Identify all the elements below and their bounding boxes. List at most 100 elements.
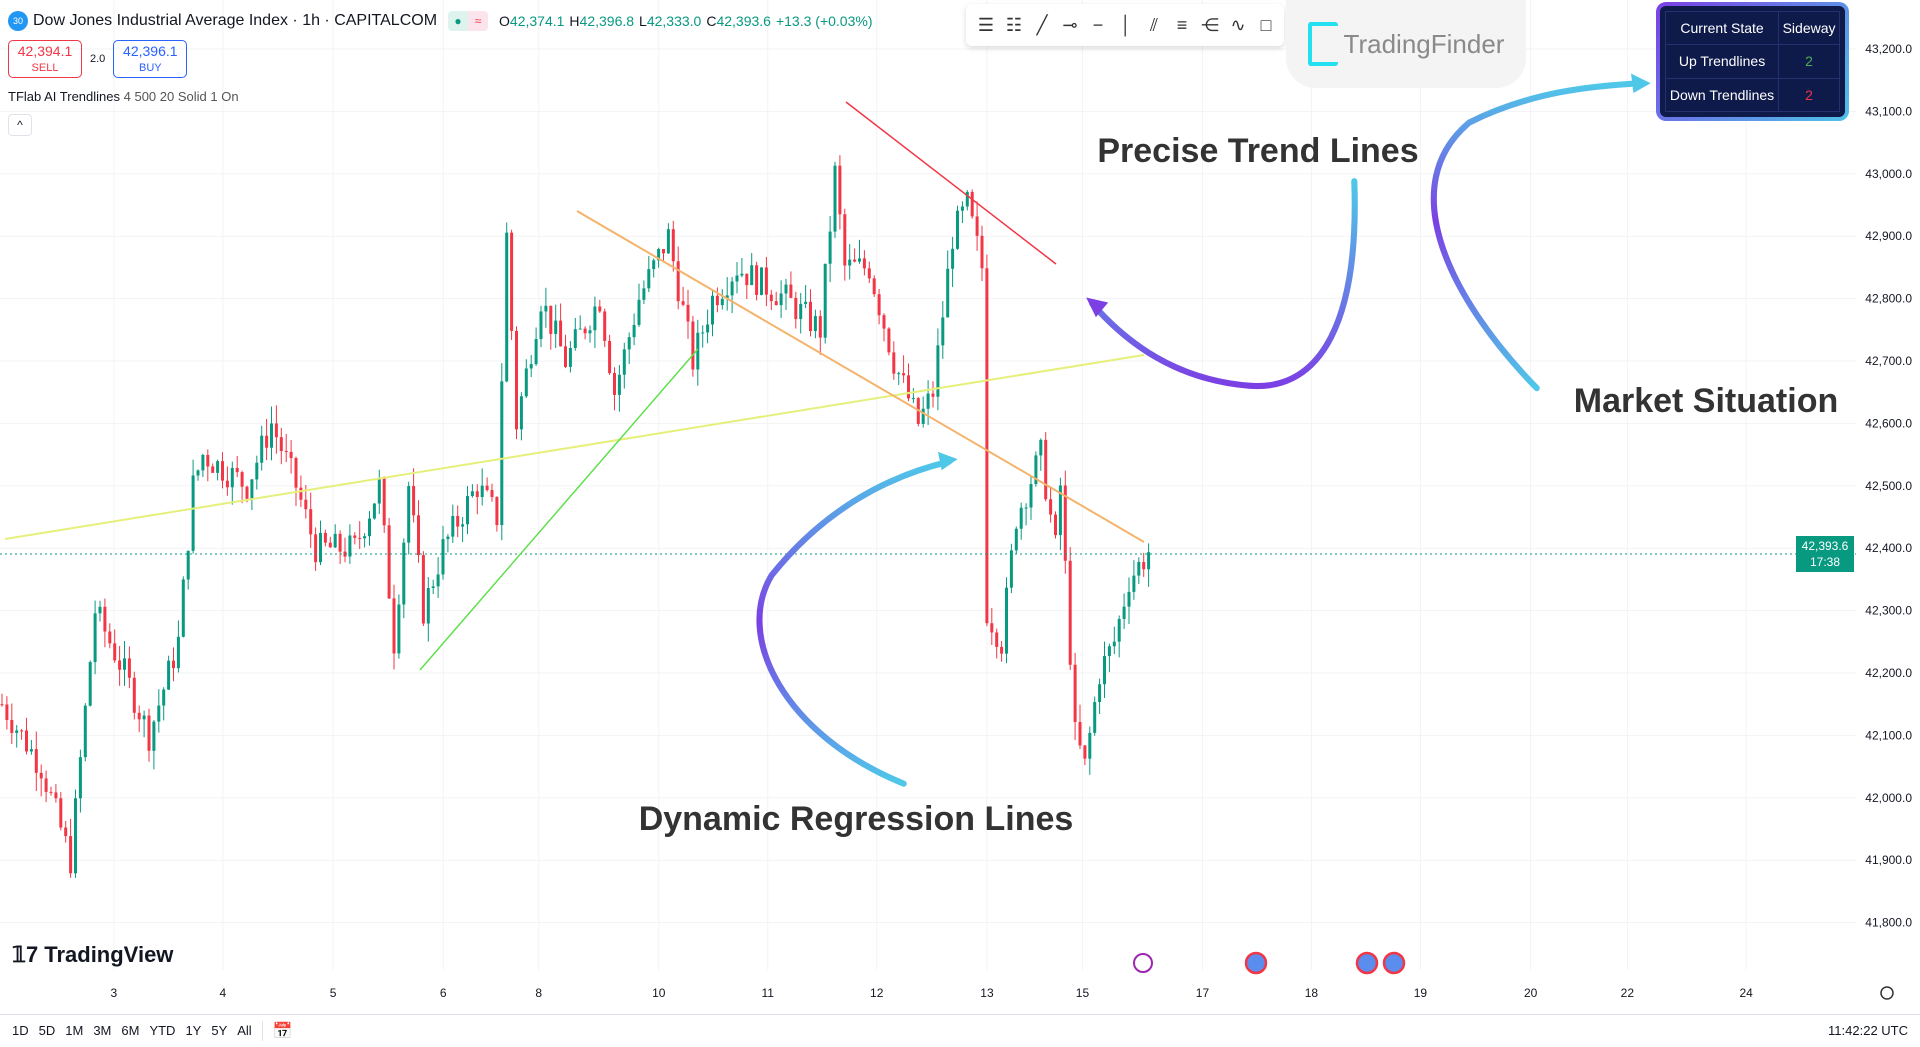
candle-body	[64, 827, 68, 837]
candle-body	[426, 588, 430, 624]
candle-body	[446, 536, 450, 540]
candle-body	[965, 191, 969, 207]
candle-body	[877, 294, 881, 316]
candle-body	[260, 435, 264, 463]
range-button-6m[interactable]: 6M	[121, 1023, 140, 1038]
horizontal-ray-icon[interactable]: ⊸	[1062, 14, 1078, 35]
candle-body	[892, 352, 896, 374]
candle-body	[951, 248, 955, 269]
candle-body	[740, 273, 744, 276]
chart-title[interactable]: Dow Jones Industrial Average Index · 1h …	[33, 12, 438, 29]
candle-body	[98, 606, 102, 614]
range-button-3m[interactable]: 3M	[93, 1023, 112, 1038]
candle-body	[715, 295, 719, 306]
candle-body	[25, 730, 28, 752]
settings-gear-icon[interactable]	[1880, 986, 1894, 1000]
candle-body	[1058, 485, 1062, 536]
candle-body	[691, 321, 695, 370]
candle-body	[230, 467, 234, 488]
time-axis: 3 4 5 6 8 10 11 12 13 15 17 18 19 20 22 24	[111, 986, 1754, 1000]
candle-body	[1019, 507, 1023, 529]
candle-body	[402, 542, 406, 605]
sell-button[interactable]: 42,394.1 SELL	[8, 40, 82, 78]
range-button-1m[interactable]: 1M	[65, 1023, 84, 1038]
regression-channel-icon[interactable]: ☷	[1005, 14, 1023, 35]
candle-body	[946, 268, 950, 318]
candle-body	[93, 613, 97, 663]
up-trendlines-count: 2	[1778, 44, 1840, 79]
candle-body	[559, 320, 563, 347]
trend-line-icon[interactable]: ╱	[1036, 14, 1048, 35]
buy-button[interactable]: 42,396.1 BUY	[113, 40, 188, 78]
candle-body	[750, 265, 754, 286]
candle-body	[108, 631, 112, 644]
trade-panel: 42,394.1 SELL 2.0 42,396.1 BUY	[8, 40, 188, 78]
candle-body	[956, 210, 959, 249]
candle-body	[573, 329, 577, 349]
price-tick: 42,100.0	[1865, 728, 1912, 742]
candle-body	[299, 487, 303, 500]
candle-body	[681, 301, 685, 305]
candle-body	[907, 375, 910, 399]
current-price-label: 42,393.6 17:38	[1796, 536, 1854, 572]
path-icon[interactable]: ∿	[1230, 14, 1246, 35]
indicator-legend[interactable]: TFlab AI Trendlines 4 500 20 Solid 1 On	[8, 89, 239, 104]
candle-body	[1142, 561, 1146, 570]
candles	[0, 155, 1151, 878]
rectangle-icon[interactable]: □	[1260, 14, 1272, 35]
time-tick: 12	[870, 986, 884, 1000]
candle-body	[69, 836, 73, 874]
time-tick: 11	[762, 986, 775, 1000]
tradingview-logo[interactable]: 𝟙7 TradingView	[12, 942, 174, 967]
candle-body	[127, 658, 131, 678]
time-tick: 5	[330, 986, 337, 1000]
candle-body	[274, 423, 278, 438]
candle-body	[456, 515, 460, 527]
candle-body	[676, 261, 680, 302]
fib-icon[interactable]: ≡	[1176, 14, 1188, 35]
range-button-5d[interactable]: 5D	[38, 1023, 56, 1038]
time-tick: 19	[1414, 986, 1428, 1000]
candle-body	[137, 712, 141, 720]
range-button-ytd[interactable]: YTD	[149, 1023, 176, 1038]
range-button-1y[interactable]: 1Y	[185, 1023, 202, 1038]
regression-line-yellow	[4, 354, 1145, 540]
candle-body	[255, 462, 259, 480]
candle-body	[745, 273, 749, 286]
pitchfork-icon[interactable]: ⋲	[1201, 14, 1219, 35]
candle-body	[5, 704, 9, 720]
candle-body	[534, 339, 538, 365]
candle-body	[103, 606, 107, 632]
range-button-all[interactable]: All	[237, 1023, 252, 1038]
collapse-legend-button[interactable]: ^	[8, 114, 32, 136]
parallel-channel-icon[interactable]: ☰	[977, 14, 995, 35]
vertical-line-icon[interactable]: │	[1120, 14, 1132, 35]
candle-body	[328, 542, 332, 548]
goto-date-icon[interactable]: 📅	[261, 1020, 293, 1041]
candle-body	[15, 730, 19, 733]
candle-body	[348, 535, 352, 557]
status-indicators[interactable]: ● ≈	[448, 11, 489, 31]
candle-body	[123, 658, 126, 670]
info-line-icon[interactable]: ⫽	[1149, 14, 1159, 35]
candle-body	[142, 715, 146, 720]
candle-body	[466, 496, 469, 525]
candle-body	[470, 491, 474, 497]
candle-body	[1117, 618, 1121, 642]
horizontal-line-icon[interactable]: −	[1092, 14, 1104, 35]
bottom-divider	[0, 1014, 1920, 1015]
candle-body	[539, 311, 543, 340]
candle-body	[132, 677, 136, 713]
range-button-5y[interactable]: 5Y	[211, 1023, 228, 1038]
candle-body	[1127, 591, 1131, 607]
candle-body	[206, 454, 210, 467]
clock[interactable]: 11:42:22 UTC	[1828, 1023, 1908, 1038]
time-tick: 13	[980, 986, 994, 1000]
range-button-1d[interactable]: 1D	[12, 1023, 29, 1038]
candle-body	[799, 303, 803, 320]
candle-body	[784, 284, 788, 294]
candle-body	[583, 328, 587, 334]
candle-body	[270, 423, 273, 448]
candle-body	[363, 536, 367, 539]
